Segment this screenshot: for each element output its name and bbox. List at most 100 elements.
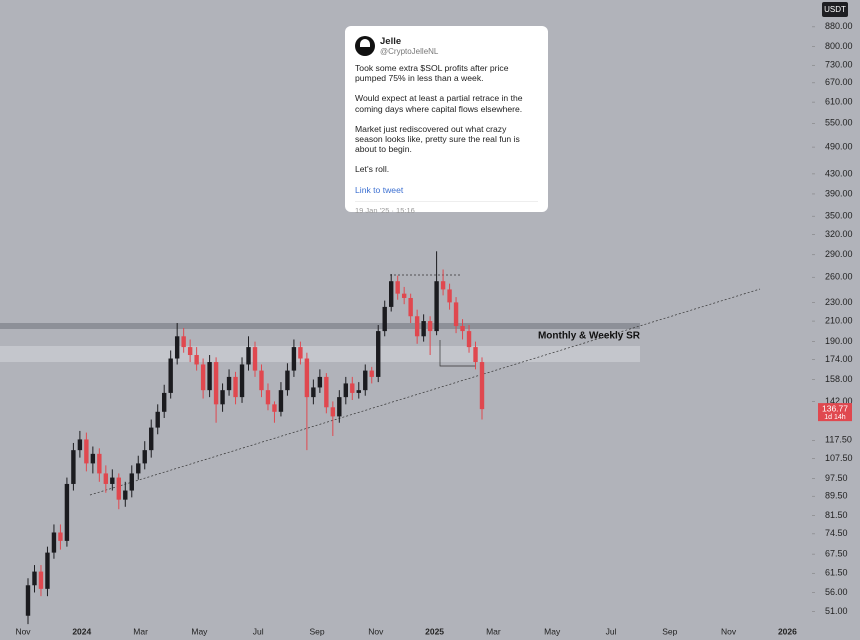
- candle-body: [291, 347, 297, 371]
- candle-body: [460, 326, 465, 332]
- candle-body: [311, 387, 316, 398]
- tweet-paragraph: Let's roll.: [355, 164, 538, 174]
- candle-body: [162, 392, 167, 412]
- candle-body: [58, 532, 63, 541]
- x-tick-label: 2026: [778, 626, 797, 636]
- y-tick-label: 490.00: [825, 141, 853, 151]
- y-tick-label: 800.00: [825, 41, 853, 51]
- tweet-timestamp: 19 Jan '25 · 15:16: [355, 205, 415, 215]
- currency-label: USDT: [824, 5, 846, 14]
- tweet-line: Took some extra $SOL profits after price: [355, 63, 509, 73]
- candle-body: [466, 331, 472, 348]
- y-tick-label: 350.00: [825, 211, 853, 221]
- tweet-line: Would expect at least a partial retrace …: [355, 93, 523, 104]
- candle-body: [440, 281, 446, 290]
- candle-body: [168, 358, 173, 393]
- candle-body: [207, 362, 212, 391]
- candle-body: [239, 364, 245, 398]
- candle-body: [382, 306, 387, 332]
- candle-body: [421, 321, 426, 337]
- candle-body: [136, 463, 141, 474]
- y-tick-label: 550.00: [825, 118, 853, 128]
- y-tick-label: 89.50: [825, 491, 848, 501]
- tweet-paragraph: Would expect at least a partial retrace …: [355, 93, 538, 113]
- y-tick-label: 610.00: [825, 96, 853, 106]
- y-tick-label: 210.00: [825, 315, 853, 325]
- y-tick-label: 880.00: [825, 21, 853, 31]
- candle-body: [97, 453, 102, 474]
- y-tick-label: 430.00: [825, 168, 853, 178]
- candle-body: [213, 362, 219, 405]
- y-tick-label: 290.00: [825, 249, 853, 259]
- candle-body: [38, 571, 44, 589]
- candle-body: [278, 390, 284, 412]
- x-tick-label: Sep: [662, 626, 677, 636]
- x-tick-label: Jul: [253, 626, 264, 636]
- x-tick-label: Nov: [15, 626, 31, 636]
- candle-body: [129, 473, 134, 491]
- avatar: [355, 36, 375, 56]
- candle-body: [64, 483, 70, 541]
- tweet-paragraph: Market just rediscovered out what crazy s…: [355, 124, 538, 155]
- candle-body: [350, 383, 355, 393]
- candle-body: [337, 397, 342, 417]
- tweet-line: Market just rediscovered out what crazy: [355, 123, 507, 134]
- y-tick-label: 56.00: [825, 587, 848, 597]
- candle-body: [142, 450, 147, 464]
- y-tick-label: 97.50: [825, 473, 848, 483]
- y-tick-label: 158.00: [825, 374, 853, 384]
- candle-body: [32, 571, 37, 586]
- y-tick-label: 107.50: [825, 453, 853, 463]
- range-marker: [439, 340, 476, 367]
- candle-body: [363, 370, 368, 391]
- candle-body: [453, 302, 459, 327]
- y-tick-label: 174.00: [825, 354, 853, 364]
- candle-body: [174, 336, 180, 359]
- candle-body: [356, 390, 361, 393]
- candle-body: [304, 358, 310, 398]
- x-tick-label: 2024: [72, 626, 91, 636]
- candle-body: [123, 490, 128, 500]
- candle-body: [434, 281, 439, 332]
- candle-body: [330, 407, 336, 417]
- candle-body: [427, 321, 433, 332]
- candle-body: [473, 347, 478, 363]
- y-tick-label: 74.50: [825, 528, 848, 538]
- y-tick-label: 67.50: [825, 548, 848, 558]
- candle-body: [233, 376, 238, 398]
- candle-body: [77, 439, 83, 451]
- y-tick-label: 81.50: [825, 510, 848, 520]
- tweet-header: Jelle @CryptoJelleNL: [355, 34, 538, 58]
- tweet-line: Let's roll.: [355, 164, 390, 175]
- candle-body: [116, 477, 121, 500]
- y-tick-label: 670.00: [825, 77, 853, 87]
- candle-body: [376, 331, 381, 377]
- candle-body: [272, 404, 277, 412]
- y-tick-label: 260.00: [825, 272, 853, 282]
- last-price-label: 136.77: [822, 403, 848, 413]
- x-tick-label: Mar: [486, 626, 501, 636]
- candle-body: [479, 362, 485, 410]
- candle-body: [401, 293, 407, 298]
- y-tick-label: 61.50: [825, 568, 848, 578]
- candle-body: [395, 281, 400, 294]
- candle-body: [200, 364, 206, 391]
- tweet-link[interactable]: Link to tweet: [355, 184, 404, 195]
- candle-body: [414, 316, 420, 337]
- candle-body: [285, 370, 290, 391]
- candle-body: [187, 347, 193, 356]
- support-zone: [0, 346, 640, 362]
- candle-body: [447, 289, 452, 303]
- candle-body: [252, 347, 258, 371]
- y-tick-label: 320.00: [825, 229, 853, 239]
- x-tick-label: Nov: [368, 626, 384, 636]
- candle-body: [298, 347, 303, 359]
- candle-body: [343, 383, 348, 398]
- candle-body: [71, 450, 76, 484]
- tweet-line: coming days where capital flows elsewher…: [355, 103, 523, 114]
- candle-body: [155, 411, 160, 428]
- currency-badge[interactable]: [822, 2, 848, 17]
- y-tick-label: 117.50: [825, 435, 852, 445]
